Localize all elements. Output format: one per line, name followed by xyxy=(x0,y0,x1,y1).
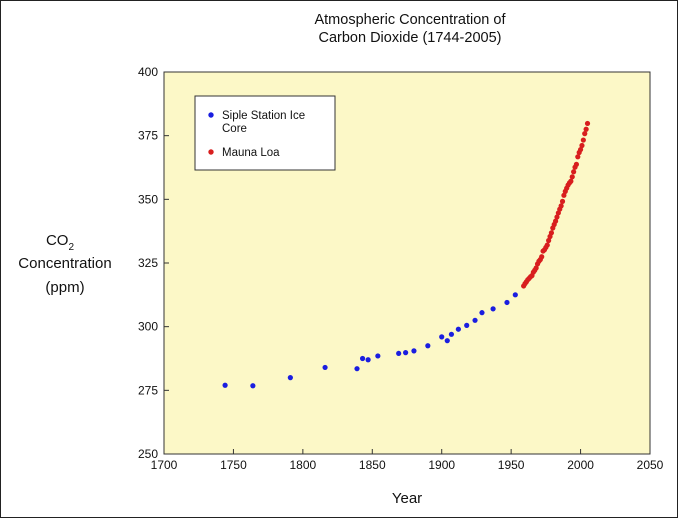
x-tick-label: 1850 xyxy=(359,458,386,472)
mauna-loa-point xyxy=(533,265,539,271)
y-tick-label: 375 xyxy=(138,129,158,143)
y-tick-label: 300 xyxy=(138,320,158,334)
siple-station-point xyxy=(287,375,293,381)
mauna-loa-point xyxy=(575,154,581,160)
x-axis: 1700 1750 1800 1850 1900 1950 2000 2050 xyxy=(151,449,664,472)
siple-station-point xyxy=(354,366,360,372)
y-tick-label: 275 xyxy=(138,383,158,397)
mauna-loa-point xyxy=(584,120,591,127)
x-axis-title: Year xyxy=(392,490,422,507)
y-tick-label: 400 xyxy=(138,65,158,79)
x-tick-label: 1900 xyxy=(428,458,455,472)
siple-station-point xyxy=(439,334,445,340)
siple-station-point xyxy=(479,310,485,316)
x-tick-label: 1700 xyxy=(151,458,178,472)
y-axis: 250 275 300 325 350 375 400 xyxy=(138,65,169,461)
legend-marker-mauna-loa xyxy=(208,149,214,155)
y-axis-title-subscript: 2 xyxy=(68,242,74,253)
legend-label-mauna-loa: Mauna Loa xyxy=(222,147,280,159)
mauna-loa-point xyxy=(548,230,555,236)
siple-station-point xyxy=(455,326,461,332)
mauna-loa-point xyxy=(546,237,552,244)
mauna-loa-point xyxy=(582,131,588,137)
legend: Siple Station Ice Core Mauna Loa xyxy=(194,95,336,171)
legend-box xyxy=(194,95,336,171)
siple-station-point xyxy=(250,383,256,389)
mauna-loa-point xyxy=(580,137,586,143)
x-tick-label: 1950 xyxy=(498,458,525,472)
mauna-loa-point xyxy=(544,242,550,248)
siple-station-point xyxy=(490,306,496,312)
siple-station-point xyxy=(444,338,450,344)
legend-label-siple-line-2: Core xyxy=(222,123,247,135)
siple-station-point xyxy=(222,382,228,388)
y-axis-title-co-text: CO xyxy=(46,232,69,249)
siple-station-point xyxy=(411,348,417,354)
y-axis-title-line-2: Concentration xyxy=(18,255,111,272)
mauna-loa-point xyxy=(579,142,585,149)
y-axis-title-co: CO2 xyxy=(46,232,75,253)
chart-title-line-2: Carbon Dioxide (1744-2005) xyxy=(319,30,502,46)
siple-station-point xyxy=(396,350,402,357)
mauna-loa-point xyxy=(573,161,580,167)
mauna-loa-point xyxy=(558,203,564,209)
mauna-loa-point xyxy=(561,192,567,198)
x-tick-label: 1800 xyxy=(290,458,317,472)
siple-station-point xyxy=(359,355,366,362)
chart-title-line-1: Atmospheric Concentration of xyxy=(314,12,506,28)
legend-marker-siple xyxy=(208,112,214,118)
mauna-loa-point xyxy=(559,198,566,204)
siple-station-point xyxy=(512,292,518,298)
mauna-loa-point xyxy=(539,254,545,260)
siple-station-point xyxy=(504,299,510,306)
x-tick-label: 1750 xyxy=(220,458,247,472)
siple-station-point xyxy=(425,343,431,349)
siple-station-point xyxy=(375,353,381,359)
mauna-loa-point xyxy=(552,218,559,224)
y-tick-label: 250 xyxy=(138,447,158,461)
mauna-loa-point xyxy=(583,126,589,132)
siple-station-point xyxy=(448,331,455,337)
data-points xyxy=(222,120,591,389)
siple-station-point xyxy=(472,317,478,323)
siple-station-point xyxy=(365,357,371,363)
siple-station-point xyxy=(464,322,470,328)
y-axis-title-line-3: (ppm) xyxy=(45,279,84,296)
siple-station-point xyxy=(322,364,328,371)
y-tick-label: 350 xyxy=(138,192,158,206)
siple-station-point xyxy=(403,350,409,356)
legend-label-siple-line-1: Siple Station Ice xyxy=(222,110,305,122)
x-tick-label: 2050 xyxy=(637,458,664,472)
y-tick-label: 325 xyxy=(138,256,158,270)
mauna-loa-point xyxy=(571,169,577,175)
mauna-loa-point xyxy=(577,146,584,153)
x-tick-label: 2000 xyxy=(567,458,594,472)
mauna-loa-point xyxy=(568,178,574,184)
mauna-loa-point xyxy=(554,214,560,220)
mauna-loa-point xyxy=(569,174,575,180)
